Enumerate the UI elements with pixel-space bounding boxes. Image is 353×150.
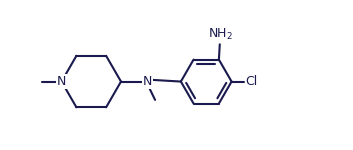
Text: N: N xyxy=(57,75,66,88)
Text: N: N xyxy=(143,75,152,88)
Text: NH$_2$: NH$_2$ xyxy=(208,27,233,42)
Text: Cl: Cl xyxy=(246,75,258,88)
